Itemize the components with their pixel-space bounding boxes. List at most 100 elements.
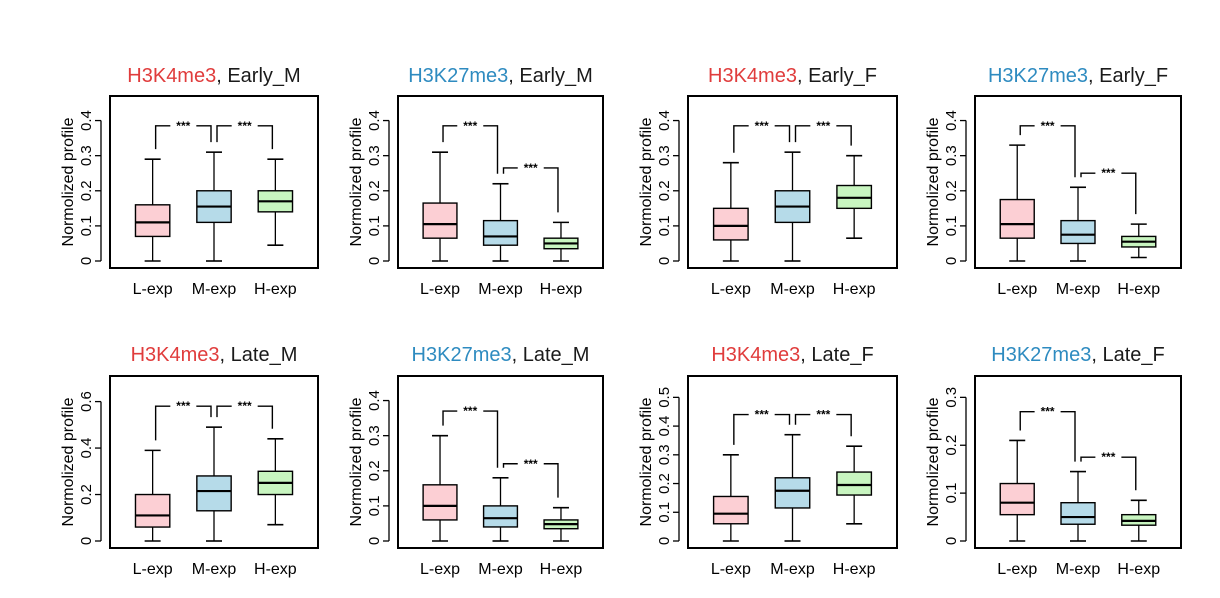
significance-label: *** [176, 399, 190, 413]
box-H-exp [257, 437, 294, 526]
x-category-label: H-exp [540, 561, 583, 578]
bracket-right [836, 125, 852, 146]
box-H-exp [836, 154, 873, 239]
box-M-exp [774, 433, 811, 542]
y-tick-label: 0.6 [78, 391, 95, 412]
panel-title-sample: Early_F [1099, 65, 1168, 87]
iqr-box [422, 484, 458, 521]
box-H-exp [543, 506, 579, 542]
x-category-label: H-exp [833, 281, 876, 298]
chart-panel: H3K4me3, Late_F 0 0.1 0.2 0.3 0.4 0.5Normolize… [638, 344, 898, 578]
panel-title-sample: Early_M [227, 65, 300, 87]
chart-panel: H3K4me3, Early_F 0 0.1 0.2 0.3 0.4Normolized … [638, 65, 898, 298]
box-H-exp [1121, 223, 1157, 259]
significance-label: *** [238, 399, 252, 413]
bracket-right [1121, 456, 1137, 491]
significance-bracket: *** [154, 119, 212, 150]
panel-title-sep: , [1088, 65, 1099, 87]
significance-label: *** [524, 161, 538, 175]
plot-frame [109, 375, 319, 549]
plot-frame [397, 375, 604, 549]
panel-title-sample: Late_M [231, 344, 298, 366]
x-category-label: L-exp [133, 561, 173, 578]
significance-bracket: *** [154, 399, 212, 441]
iqr-box [482, 505, 519, 528]
iqr-box [712, 495, 749, 525]
bracket-left [1080, 172, 1096, 178]
y-tick-label: 0 [366, 537, 383, 545]
x-category-label: H-exp [254, 561, 297, 578]
y-axis-label: Normolized profile [638, 117, 655, 246]
chart-panel: H3K27me3, Late_M 0 0.1 0.2 0.3 0.4Normolized … [348, 344, 604, 578]
y-tick-label: 0.3 [656, 145, 673, 166]
bracket-left [733, 125, 749, 153]
box-H-exp [836, 445, 873, 525]
significance-bracket: *** [216, 119, 274, 150]
y-tick-label: 0 [78, 257, 95, 265]
panel-title-mark: H3K27me3 [988, 65, 1088, 87]
panel-title-mark: H3K4me3 [127, 65, 216, 87]
y-axis-label: Normolized profile [60, 117, 77, 246]
box-M-exp [482, 476, 519, 542]
iqr-box [196, 475, 232, 512]
bracket-left [154, 125, 171, 150]
iqr-box [774, 477, 811, 509]
panel-title-sample: Late_F [1102, 344, 1164, 366]
bracket-right [836, 413, 852, 437]
y-tick-label: 0.3 [943, 387, 960, 408]
significance-label: *** [755, 119, 769, 133]
y-tick-label: 0 [656, 257, 673, 265]
y-tick-label: 0.4 [943, 110, 960, 131]
bracket-right [257, 125, 274, 150]
x-category-label: H-exp [540, 281, 583, 298]
panel-title-sample: Early_M [519, 65, 592, 87]
y-tick-label: 0.1 [366, 495, 383, 516]
y-tick-label: 0.3 [943, 145, 960, 166]
y-tick-label: 0.2 [943, 435, 960, 456]
bracket-right [196, 125, 212, 143]
panel-title-sep: , [512, 344, 523, 366]
panel-title: H3K4me3, Late_F [711, 344, 873, 366]
box-M-exp [774, 151, 811, 262]
iqr-box [836, 471, 873, 496]
bracket-right [1060, 411, 1076, 462]
box-M-exp [1060, 470, 1096, 542]
significance-bracket: *** [502, 457, 559, 498]
y-tick-label: 0.4 [366, 110, 383, 131]
box-L-exp [422, 151, 458, 262]
significance-bracket: *** [216, 399, 274, 429]
chart-panel: H3K4me3, Early_M 0 0.1 0.2 0.3 0.4Normolized … [60, 65, 319, 298]
panel-title-sep: , [800, 344, 811, 366]
box-L-exp [999, 439, 1035, 542]
significance-bracket: *** [442, 404, 499, 468]
significance-bracket: *** [1080, 166, 1137, 215]
significance-label: *** [755, 408, 769, 422]
box-L-exp [422, 434, 458, 542]
iqr-box [422, 202, 458, 239]
iqr-box [999, 482, 1035, 516]
panel-title-mark: H3K4me3 [708, 65, 797, 87]
bracket-right [774, 413, 791, 425]
bracket-left [1080, 456, 1096, 462]
y-tick-label: 0.4 [656, 110, 673, 131]
y-tick-label: 0.2 [366, 180, 383, 201]
y-tick-label: 0.2 [656, 180, 673, 201]
bracket-left [216, 125, 232, 143]
y-tick-label: 0.2 [943, 180, 960, 201]
panel-title-sep: , [508, 65, 519, 87]
chart-panel: H3K27me3, Early_F 0 0.1 0.2 0.3 0.4Normolized… [925, 65, 1182, 298]
x-category-label: M-exp [770, 561, 815, 578]
panel-title-mark: H3K4me3 [711, 344, 800, 366]
y-tick-label: 0 [78, 537, 95, 545]
bracket-right [774, 125, 791, 143]
significance-bracket: *** [442, 119, 499, 174]
y-tick-label: 0.4 [366, 390, 383, 411]
box-L-exp [712, 161, 749, 262]
panel-title: H3K27me3, Early_F [988, 65, 1168, 87]
significance-label: *** [1101, 450, 1115, 464]
y-axis-label: Normolized profile [925, 117, 942, 246]
y-tick-label: 0 [366, 257, 383, 265]
box-L-exp [134, 449, 171, 542]
y-tick-label: 0.1 [78, 215, 95, 236]
